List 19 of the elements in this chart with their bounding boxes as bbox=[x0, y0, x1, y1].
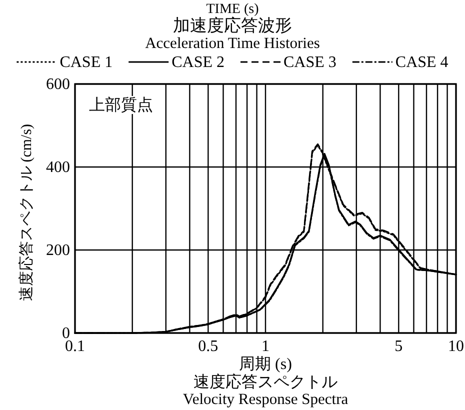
y-tick-label: 200 bbox=[46, 242, 70, 259]
legend-label: CASE 4 bbox=[395, 54, 448, 71]
legend-label: CASE 2 bbox=[172, 54, 224, 71]
legend-label: CASE 3 bbox=[284, 54, 336, 71]
text: Acceleration Time Histories bbox=[145, 35, 320, 52]
legend-label: CASE 1 bbox=[60, 54, 113, 71]
text: 加速度応答波形 bbox=[173, 16, 292, 35]
annotation: 上部質点 bbox=[89, 96, 153, 114]
x-axis-title: 周期 (s) bbox=[239, 355, 292, 373]
x-tick-label: 0.5 bbox=[198, 338, 218, 355]
text: TIME (s) bbox=[206, 2, 260, 17]
x-tick-label: 5 bbox=[394, 338, 403, 355]
text: Velocity Response Spectra bbox=[182, 391, 348, 408]
x-tick-label: 10 bbox=[448, 338, 464, 355]
y-axis-title: 速度応答スペクトル (cm/s) bbox=[18, 124, 35, 302]
text: 速度応答スペクトル bbox=[194, 373, 338, 391]
x-tick-label: 1 bbox=[262, 338, 270, 355]
y-tick-label: 600 bbox=[46, 76, 70, 93]
y-tick-label: 400 bbox=[46, 159, 70, 176]
